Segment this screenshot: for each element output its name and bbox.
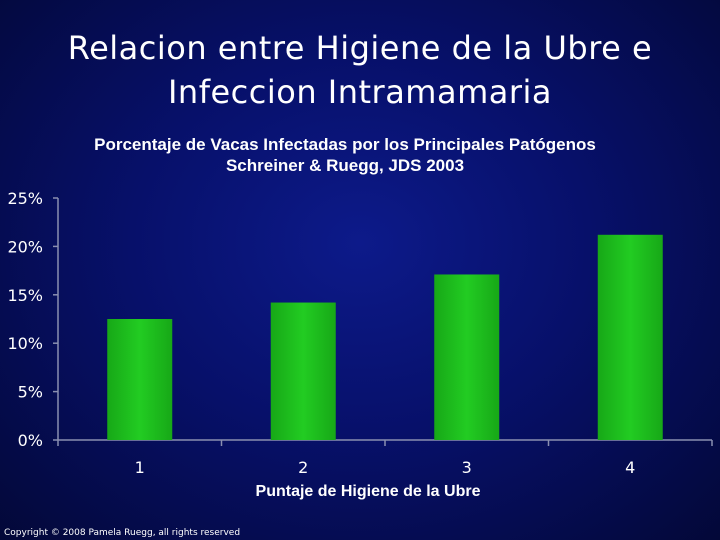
x-tick-label: 4 <box>625 458 635 477</box>
slide-title-line-2: Infeccion Intramamaria <box>167 73 553 111</box>
x-tick-label: 3 <box>462 458 472 477</box>
x-tick-label: 1 <box>135 458 145 477</box>
y-tick-label: 15% <box>7 286 43 305</box>
bar-series <box>107 234 663 440</box>
bar-4 <box>597 234 663 440</box>
y-tick-label: 10% <box>7 334 43 353</box>
bar-2 <box>270 302 336 440</box>
x-axis-title: Puntaje de Higiene de la Ubre <box>256 483 481 500</box>
copyright-text: Copyright © 2008 Pamela Ruegg, all right… <box>4 528 241 538</box>
chart-title: Porcentaje de Vacas Infectadas por los P… <box>94 135 596 154</box>
y-axis: 0% 5% 10% 15% 20% 25% <box>7 189 59 450</box>
x-axis: 1 2 3 4 <box>57 439 713 477</box>
y-tick-label: 5% <box>18 383 43 402</box>
slide-title-line-1: Relacion entre Higiene de la Ubre e <box>67 29 653 67</box>
slide-title: Relacion entre Higiene de la Ubre e Infe… <box>0 26 720 114</box>
chart-subtitle: Schreiner & Ruegg, JDS 2003 <box>225 156 465 175</box>
y-tick-label: 0% <box>18 431 43 450</box>
y-tick-label: 20% <box>7 237 43 256</box>
bar-1 <box>107 319 173 440</box>
chart-title-block: Porcentaje de Vacas Infectadas por los P… <box>0 134 690 176</box>
x-tick-label: 2 <box>298 458 308 477</box>
y-tick-label: 25% <box>7 189 43 208</box>
bar-3 <box>434 274 500 440</box>
bar-chart: 0% 5% 10% 15% 20% 25% 1 2 3 4 Puntaje de Higiene… <box>7 189 713 500</box>
